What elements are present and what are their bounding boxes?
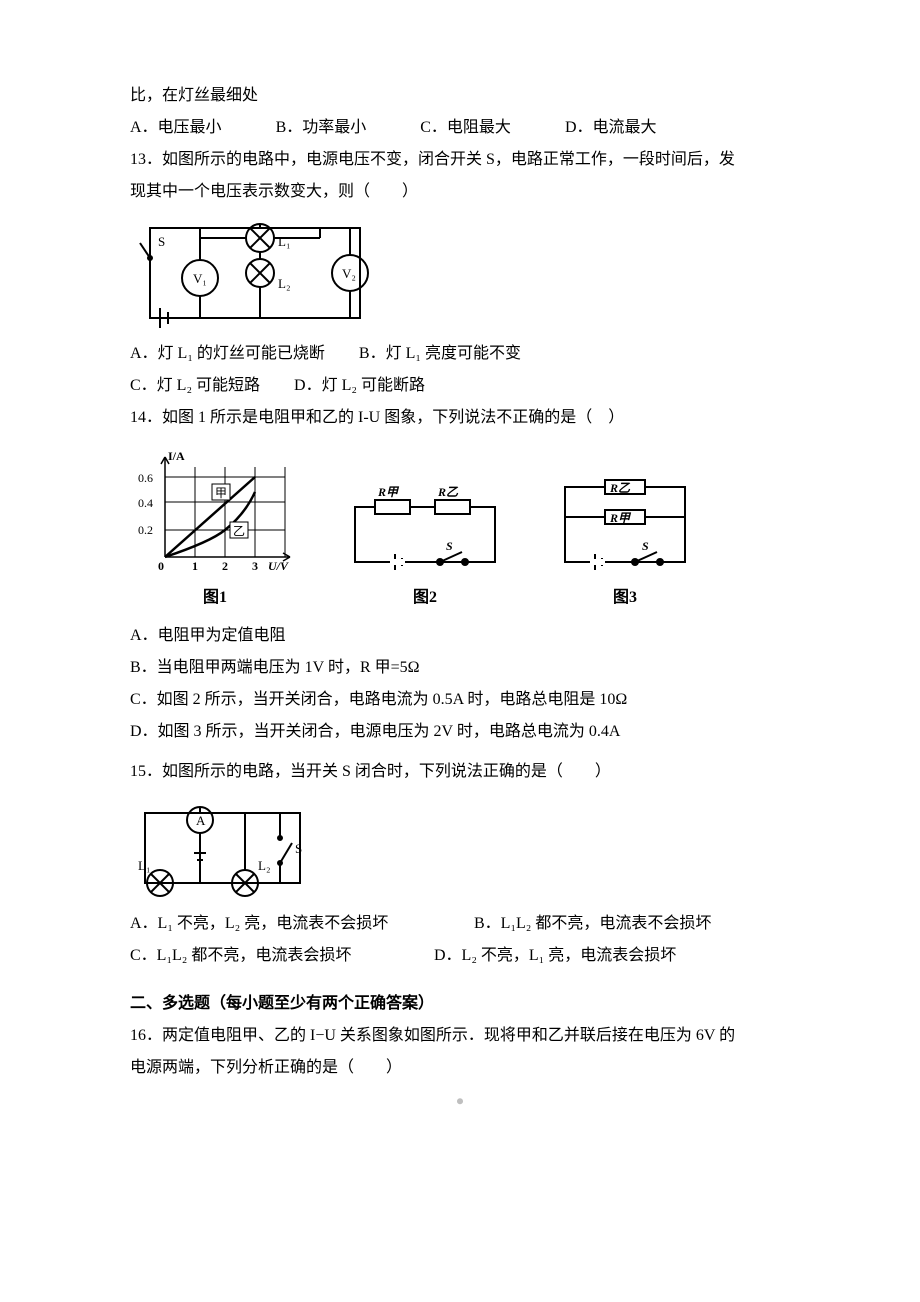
q15-label-a: A — [196, 813, 206, 828]
q14-label-yi: 乙 — [233, 524, 245, 538]
q14-opt-d: D．如图 3 所示，当开关闭合，电源电压为 2V 时，电路总电流为 0.4A — [130, 716, 790, 748]
q15-opt-b: B．L₁L₂ 都不亮，电流表不会损坏 — [474, 915, 711, 932]
q14-c2-s: S — [446, 539, 453, 553]
q14-c2-r1: R甲 — [377, 485, 400, 499]
q15-opt-a: A．L₁ 不亮，L₂ 亮，电流表不会损坏 — [130, 908, 470, 940]
q12-stem-tail: 比，在灯丝最细处 — [130, 80, 790, 112]
q14-caption2: 图2 — [340, 582, 510, 614]
q14-circuit3: R乙 R甲 S — [550, 472, 700, 582]
q14-figures: I/A 0.6 0.4 0.2 0 1 2 3 U/V 甲 乙 图1 — [130, 442, 790, 614]
q14-xtick-1: 1 — [192, 559, 198, 573]
q14-zero: 0 — [158, 559, 164, 573]
q14-c2-r2: R乙 — [437, 485, 459, 499]
q15-stem: 15．如图所示的电路，当开关 S 闭合时，下列说法正确的是（ ） — [130, 756, 790, 788]
q13-label-v1: V₁ — [193, 271, 207, 286]
q15-opt-d: D．L₂ 不亮，L₁ 亮，电流表会损坏 — [434, 947, 676, 964]
q14-circuit2: R甲 R乙 S — [340, 482, 510, 582]
q14-ytick-04: 0.4 — [138, 496, 153, 510]
q16-stem-2: 电源两端，下列分析正确的是（ ） — [130, 1052, 790, 1084]
q13-opt-c: C．灯 L₂ 可能短路 — [130, 370, 260, 402]
q15-options-row2: C．L₁L₂ 都不亮，电流表会损坏 D．L₂ 不亮，L₁ 亮，电流表会损坏 — [130, 940, 790, 972]
q14-c3-r2: R乙 — [609, 481, 631, 495]
q14-ylabel: I/A — [168, 449, 185, 463]
q13-circuit: S V₁ L₁ L₂ V₂ — [130, 208, 380, 338]
q14-opt-c: C．如图 2 所示，当开关闭合，电路电流为 0.5A 时，电路总电阻是 10Ω — [130, 684, 790, 716]
q13-opt-a: A．灯 L₁ 的灯丝可能已烧断 — [130, 338, 325, 370]
q14-c3-r1: R甲 — [609, 511, 632, 525]
q12-opt-d: D．电流最大 — [565, 112, 657, 144]
q14-label-jia: 甲 — [215, 486, 227, 500]
q14-ytick-02: 0.2 — [138, 523, 153, 537]
q14-opt-a: A．电阻甲为定值电阻 — [130, 620, 790, 652]
q12-options: A．电压最小 B．功率最小 C．电阻最大 D．电流最大 — [130, 112, 790, 144]
q15-label-l2: L₂ — [258, 858, 270, 873]
q12-opt-b: B．功率最小 — [276, 112, 367, 144]
q15-label-s: S — [295, 841, 302, 856]
q14-caption1: 图1 — [130, 582, 300, 614]
q13-opt-b: B．灯 L₁ 亮度可能不变 — [359, 345, 521, 362]
section2-title: 二、多选题（每小题至少有两个正确答案） — [130, 988, 790, 1020]
q15-options-row1: A．L₁ 不亮，L₂ 亮，电流表不会损坏 B．L₁L₂ 都不亮，电流表不会损坏 — [130, 908, 790, 940]
q13-label-v2: V₂ — [342, 266, 356, 281]
q13-label-l1: L₁ — [278, 234, 290, 249]
q13-label-s: S — [158, 234, 165, 249]
q15-circuit: L₁ A L₂ S — [130, 798, 320, 908]
q14-stem: 14．如图 1 所示是电阻甲和乙的 I‑U 图象，下列说法不正确的是（ ） — [130, 402, 790, 434]
q14-c3-s: S — [642, 539, 649, 553]
q14-opt-b: B．当电阻甲两端电压为 1V 时，R 甲=5Ω — [130, 652, 790, 684]
q13-options-row1: A．灯 L₁ 的灯丝可能已烧断 B．灯 L₁ 亮度可能不变 — [130, 338, 790, 370]
pagination-dot: ⦁ — [130, 1088, 790, 1116]
q14-xlabel: U/V — [268, 559, 289, 573]
q13-label-l2: L₂ — [278, 276, 290, 291]
q12-opt-a: A．电压最小 — [130, 112, 222, 144]
q13-opt-d: D．灯 L₂ 可能断路 — [294, 377, 425, 394]
q12-opt-c: C．电阻最大 — [420, 112, 511, 144]
q14-xtick-3: 3 — [252, 559, 258, 573]
q14-ytick-06: 0.6 — [138, 471, 153, 485]
q14-xtick-2: 2 — [222, 559, 228, 573]
q14-caption3: 图3 — [550, 582, 700, 614]
q15-opt-c: C．L₁L₂ 都不亮，电流表会损坏 — [130, 940, 430, 972]
q15-label-l1: L₁ — [138, 858, 150, 873]
q13-stem-1: 13．如图所示的电路中，电源电压不变，闭合开关 S，电路正常工作，一段时间后，发 — [130, 144, 790, 176]
q16-stem-1: 16．两定值电阻甲、乙的 I−U 关系图象如图所示．现将甲和乙并联后接在电压为 … — [130, 1020, 790, 1052]
q13-stem-2: 现其中一个电压表示数变大，则（ ） — [130, 176, 790, 208]
q13-options-row2: C．灯 L₂ 可能短路 D．灯 L₂ 可能断路 — [130, 370, 790, 402]
q14-graph: I/A 0.6 0.4 0.2 0 1 2 3 U/V 甲 乙 — [130, 442, 300, 582]
